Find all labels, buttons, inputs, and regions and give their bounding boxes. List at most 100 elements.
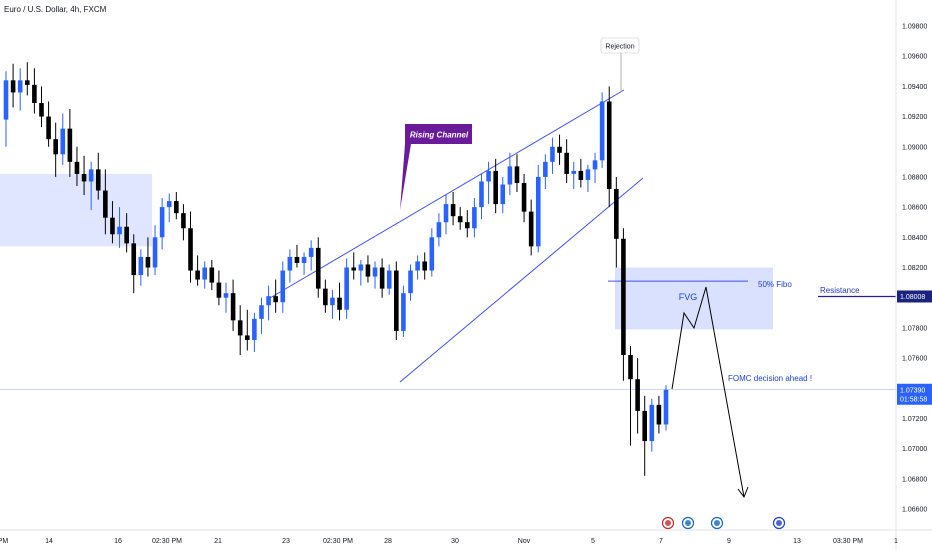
candle-body	[223, 293, 229, 298]
candle-body	[606, 101, 612, 190]
candle-body	[88, 169, 94, 182]
candle-body	[266, 296, 271, 306]
candle-body	[259, 305, 264, 319]
economic-event-icon-dot	[685, 520, 691, 526]
time-tick-label: 16	[114, 538, 122, 545]
price-tick-label: 1.07600	[902, 356, 927, 363]
price-tick-label: 1.09000	[902, 144, 927, 151]
price-tick-label: 1.09600	[902, 54, 927, 61]
price-tick-label: 1.06600	[902, 507, 927, 514]
candle-body	[202, 267, 208, 280]
candle-body	[166, 201, 172, 208]
candles-group	[3, 62, 669, 476]
candle-body	[379, 267, 385, 289]
current-price-label: 1.07390	[900, 387, 925, 394]
candle-body	[131, 243, 137, 276]
time-tick-label: 7	[659, 538, 663, 545]
candle-body	[152, 237, 158, 268]
candle-body	[138, 256, 144, 276]
candle-body	[252, 318, 257, 340]
candle-body	[557, 146, 562, 153]
candle-body	[330, 297, 335, 306]
candle-body	[535, 176, 541, 247]
price-tick-label: 1.08600	[902, 205, 927, 212]
candle-body	[95, 169, 101, 191]
event-icons[interactable]	[661, 516, 786, 530]
fvg-zone	[615, 267, 773, 330]
candle-body	[464, 222, 470, 229]
candle-body	[344, 267, 349, 310]
candle-body	[273, 296, 278, 303]
candle-body	[3, 80, 9, 120]
time-tick-label: PM	[0, 538, 8, 545]
candle-body	[117, 226, 122, 235]
rejection-label: Rejection	[605, 44, 634, 51]
candle-body	[337, 297, 342, 310]
price-tick-label: 1.09400	[902, 84, 927, 91]
time-tick-label: 1	[894, 538, 898, 545]
candle-body	[216, 282, 222, 298]
current-price-label-bg	[897, 383, 932, 405]
projection-arrowhead	[737, 486, 749, 499]
fomc-label: FOMC decision ahead !	[728, 374, 812, 383]
resistance-label: Resistance	[820, 286, 860, 295]
candle-body	[628, 355, 633, 380]
time-tick-label: 13	[793, 538, 801, 545]
candle-body	[550, 146, 555, 162]
rejection-label-box	[600, 37, 640, 54]
fvg-label: FVG	[679, 292, 698, 302]
economic-event-icon-dot	[665, 520, 671, 526]
resistance-price-label-bg	[897, 290, 932, 303]
candle-body	[17, 80, 23, 93]
candle-body	[195, 270, 200, 280]
candle-body	[46, 116, 51, 140]
candle-body	[323, 288, 328, 306]
time-tick-label: 28	[384, 538, 392, 545]
resistance-price-label: 1.08008	[900, 294, 925, 301]
time-tick-label: 30	[451, 538, 459, 545]
candle-body	[294, 256, 300, 263]
candle-body	[188, 228, 193, 271]
candle-body	[564, 152, 569, 174]
candle-body	[351, 267, 357, 271]
candle-body	[365, 264, 371, 277]
candle-body	[457, 216, 463, 223]
economic-event-icon-dot	[714, 520, 720, 526]
candle-body	[280, 270, 286, 303]
time-axis[interactable]: PM 14 16 02:30 PM 21 23 02:30 PM 28 30 Nov 5 7 9 13 03…	[0, 538, 898, 545]
candle-body	[237, 320, 243, 336]
candle-body	[315, 247, 321, 289]
candle-body	[358, 264, 364, 271]
rising-channel-label: Rising Channel	[410, 131, 469, 140]
candle-body	[493, 170, 498, 205]
price-tick-label: 1.09200	[902, 114, 927, 121]
economic-event-icon-dot	[776, 520, 782, 526]
candle-body	[372, 267, 378, 277]
time-tick-label: 5	[591, 538, 595, 545]
candle-body	[103, 190, 108, 218]
candle-body	[500, 184, 506, 205]
candle-body	[521, 182, 527, 212]
supply-zone-left	[0, 173, 152, 247]
candle-body	[32, 84, 37, 103]
candle-body	[592, 160, 598, 170]
projection-path	[671, 286, 745, 498]
candle-body	[386, 270, 392, 289]
candle-body	[39, 102, 44, 117]
candle-body	[656, 404, 662, 425]
candle-body	[67, 128, 73, 162]
candle-body	[443, 204, 449, 223]
candle-body	[81, 173, 87, 182]
candle-body	[74, 161, 80, 174]
candle-body	[585, 169, 591, 180]
candle-body	[614, 189, 619, 239]
candle-body	[308, 247, 314, 257]
time-tick-label: 02:30 PM	[323, 538, 353, 545]
candle-body	[124, 226, 129, 244]
time-tick-label: 21	[214, 538, 222, 545]
time-tick-label: 9	[727, 538, 731, 545]
price-axis[interactable]: 1.09800 1.09600 1.09400 1.09200 1.09000 1.088…	[902, 24, 927, 514]
candle-body	[472, 207, 477, 229]
